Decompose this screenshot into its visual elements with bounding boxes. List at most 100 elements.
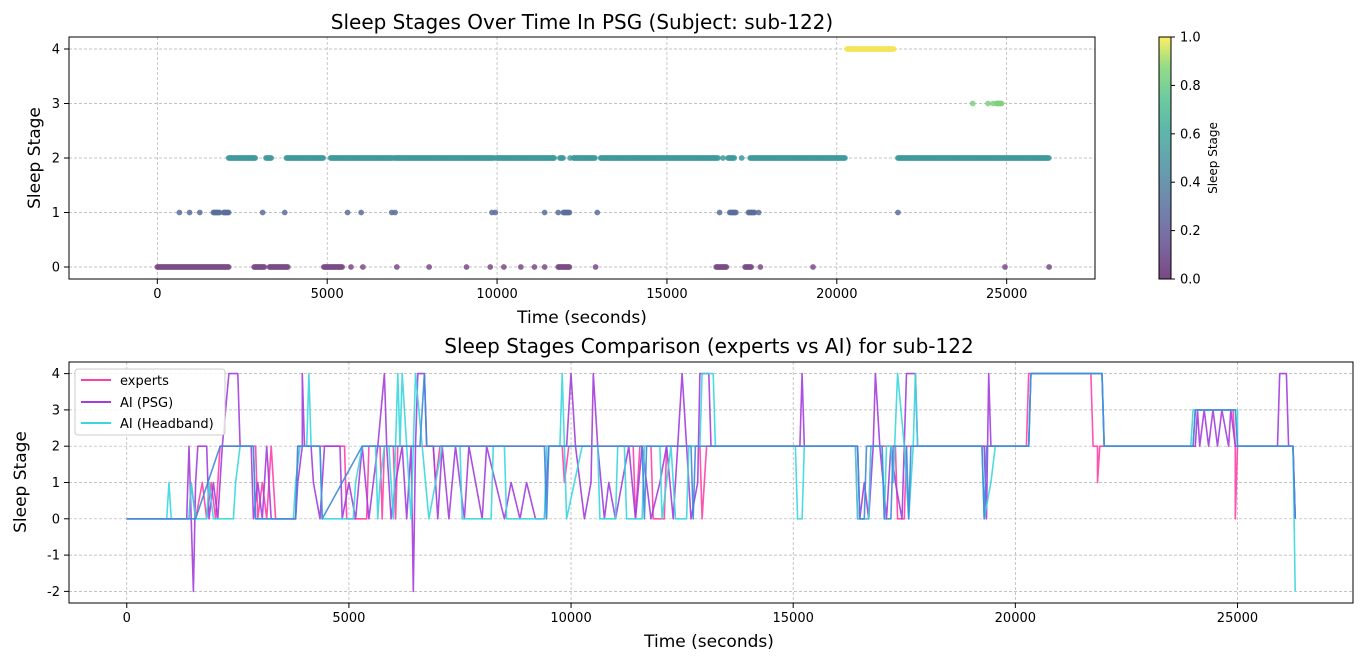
x-tick-label: 15000 bbox=[773, 611, 814, 626]
data-point bbox=[281, 209, 288, 216]
data-point bbox=[716, 209, 723, 216]
data-point bbox=[748, 264, 755, 270]
data-point bbox=[261, 264, 268, 270]
data-point bbox=[176, 209, 183, 216]
data-point bbox=[492, 155, 499, 161]
top-chart-title: Sleep Stages Over Time In PSG (Subject: … bbox=[331, 10, 833, 34]
y-tick-label: -1 bbox=[47, 549, 60, 564]
data-point bbox=[594, 209, 601, 216]
legend-box bbox=[74, 368, 226, 436]
data-point bbox=[541, 209, 548, 216]
data-point bbox=[551, 155, 558, 161]
colorbar-tick-label: 0.6 bbox=[1180, 127, 1201, 142]
data-point bbox=[487, 264, 494, 270]
x-tick-label: 25000 bbox=[1217, 611, 1258, 626]
colorbar-frame bbox=[1158, 36, 1172, 280]
data-point bbox=[810, 264, 816, 270]
data-point bbox=[985, 100, 991, 107]
colorbar-ticks: 0.0 0.2 0.4 0.6 0.8 1.0 bbox=[1171, 31, 1201, 288]
data-point bbox=[890, 46, 897, 52]
colorbar-tick-label: 0.0 bbox=[1180, 273, 1201, 288]
x-tick-label: 5000 bbox=[311, 287, 344, 302]
colorbar-label: Sleep Stage bbox=[1206, 122, 1220, 194]
y-tick-label: 4 bbox=[52, 42, 60, 57]
x-tick-label: 20000 bbox=[995, 611, 1036, 626]
x-tick-label: 10000 bbox=[550, 611, 591, 626]
colorbar-tick-label: 0.4 bbox=[1180, 176, 1201, 191]
top-chart-x-ticks: 0 5000 10000 15000 20000 25000 bbox=[153, 279, 1027, 302]
data-point bbox=[720, 155, 726, 161]
y-tick-label: 3 bbox=[52, 403, 60, 418]
bottom-chart-y-ticks: -2 -1 0 1 2 3 4 bbox=[47, 367, 69, 600]
data-point bbox=[268, 155, 275, 161]
bottom-chart-y-label: Sleep Stage bbox=[11, 431, 31, 533]
data-point bbox=[723, 264, 730, 270]
data-point bbox=[714, 155, 721, 161]
data-point bbox=[1045, 155, 1052, 161]
data-point bbox=[567, 155, 574, 161]
data-point bbox=[733, 209, 739, 216]
data-point bbox=[393, 264, 400, 270]
y-tick-label: 2 bbox=[52, 152, 60, 167]
data-point bbox=[259, 209, 266, 216]
y-tick-label: 1 bbox=[52, 476, 60, 491]
data-point bbox=[517, 264, 524, 270]
y-tick-label: 2 bbox=[52, 440, 60, 455]
data-point bbox=[755, 209, 762, 216]
data-point bbox=[541, 264, 548, 270]
top-chart-points bbox=[154, 46, 1053, 270]
data-point bbox=[842, 155, 848, 161]
data-point bbox=[348, 264, 354, 270]
data-point bbox=[751, 209, 758, 216]
data-point bbox=[216, 209, 223, 216]
y-tick-label: 0 bbox=[52, 512, 60, 527]
data-point bbox=[560, 155, 566, 161]
data-point bbox=[1046, 264, 1053, 270]
bottom-chart-x-ticks: 0 5000 10000 15000 20000 25000 bbox=[123, 603, 1258, 626]
x-tick-label: 20000 bbox=[816, 287, 857, 302]
data-point bbox=[592, 264, 599, 270]
data-point bbox=[320, 155, 327, 161]
x-tick-label: 10000 bbox=[476, 287, 517, 302]
y-tick-label: 1 bbox=[52, 206, 60, 221]
colorbar-tick-label: 0.2 bbox=[1180, 224, 1201, 239]
legend-label-ai-headband: AI (Headband) bbox=[120, 417, 214, 432]
top-chart-y-ticks: 0 1 2 3 4 bbox=[52, 42, 69, 276]
bottom-chart-title: Sleep Stages Comparison (experts vs AI) … bbox=[444, 334, 973, 358]
x-tick-label: 0 bbox=[123, 611, 131, 626]
legend-label-ai-psg: AI (PSG) bbox=[120, 396, 173, 411]
x-tick-label: 25000 bbox=[986, 287, 1027, 302]
series-line-overlap bbox=[126, 372, 1296, 520]
data-point bbox=[492, 209, 499, 216]
bottom-chart-lines bbox=[126, 372, 1296, 593]
data-point bbox=[757, 264, 764, 270]
data-point bbox=[463, 264, 470, 270]
top-chart-x-label: Time (seconds) bbox=[516, 308, 647, 328]
data-point bbox=[390, 155, 397, 161]
colorbar-tick-label: 0.8 bbox=[1180, 79, 1201, 94]
psg-scatter-chart: Sleep Stages Over Time In PSG (Subject: … bbox=[25, 10, 1220, 328]
data-point bbox=[392, 209, 399, 216]
y-tick-label: 0 bbox=[52, 261, 60, 276]
x-tick-label: 15000 bbox=[646, 287, 687, 302]
data-point bbox=[358, 209, 365, 216]
data-point bbox=[252, 155, 259, 161]
data-point bbox=[186, 209, 193, 216]
data-point bbox=[531, 264, 538, 270]
colorbar-tick-label: 1.0 bbox=[1180, 31, 1201, 46]
data-point bbox=[566, 264, 573, 270]
comparison-line-chart: Sleep Stages Comparison (experts vs AI) … bbox=[11, 334, 1354, 652]
y-tick-label: 4 bbox=[52, 367, 60, 382]
data-point bbox=[1002, 264, 1008, 270]
data-point bbox=[225, 264, 232, 270]
x-tick-label: 5000 bbox=[332, 611, 365, 626]
colorbar bbox=[1159, 37, 1171, 279]
data-point bbox=[566, 209, 573, 216]
legend: experts AI (PSG) AI (Headband) bbox=[74, 368, 226, 436]
data-point bbox=[998, 100, 1005, 107]
bottom-chart-x-label: Time (seconds) bbox=[643, 632, 774, 652]
data-point bbox=[592, 155, 598, 161]
data-point bbox=[196, 209, 203, 216]
data-point bbox=[555, 209, 562, 216]
data-point bbox=[284, 264, 291, 270]
